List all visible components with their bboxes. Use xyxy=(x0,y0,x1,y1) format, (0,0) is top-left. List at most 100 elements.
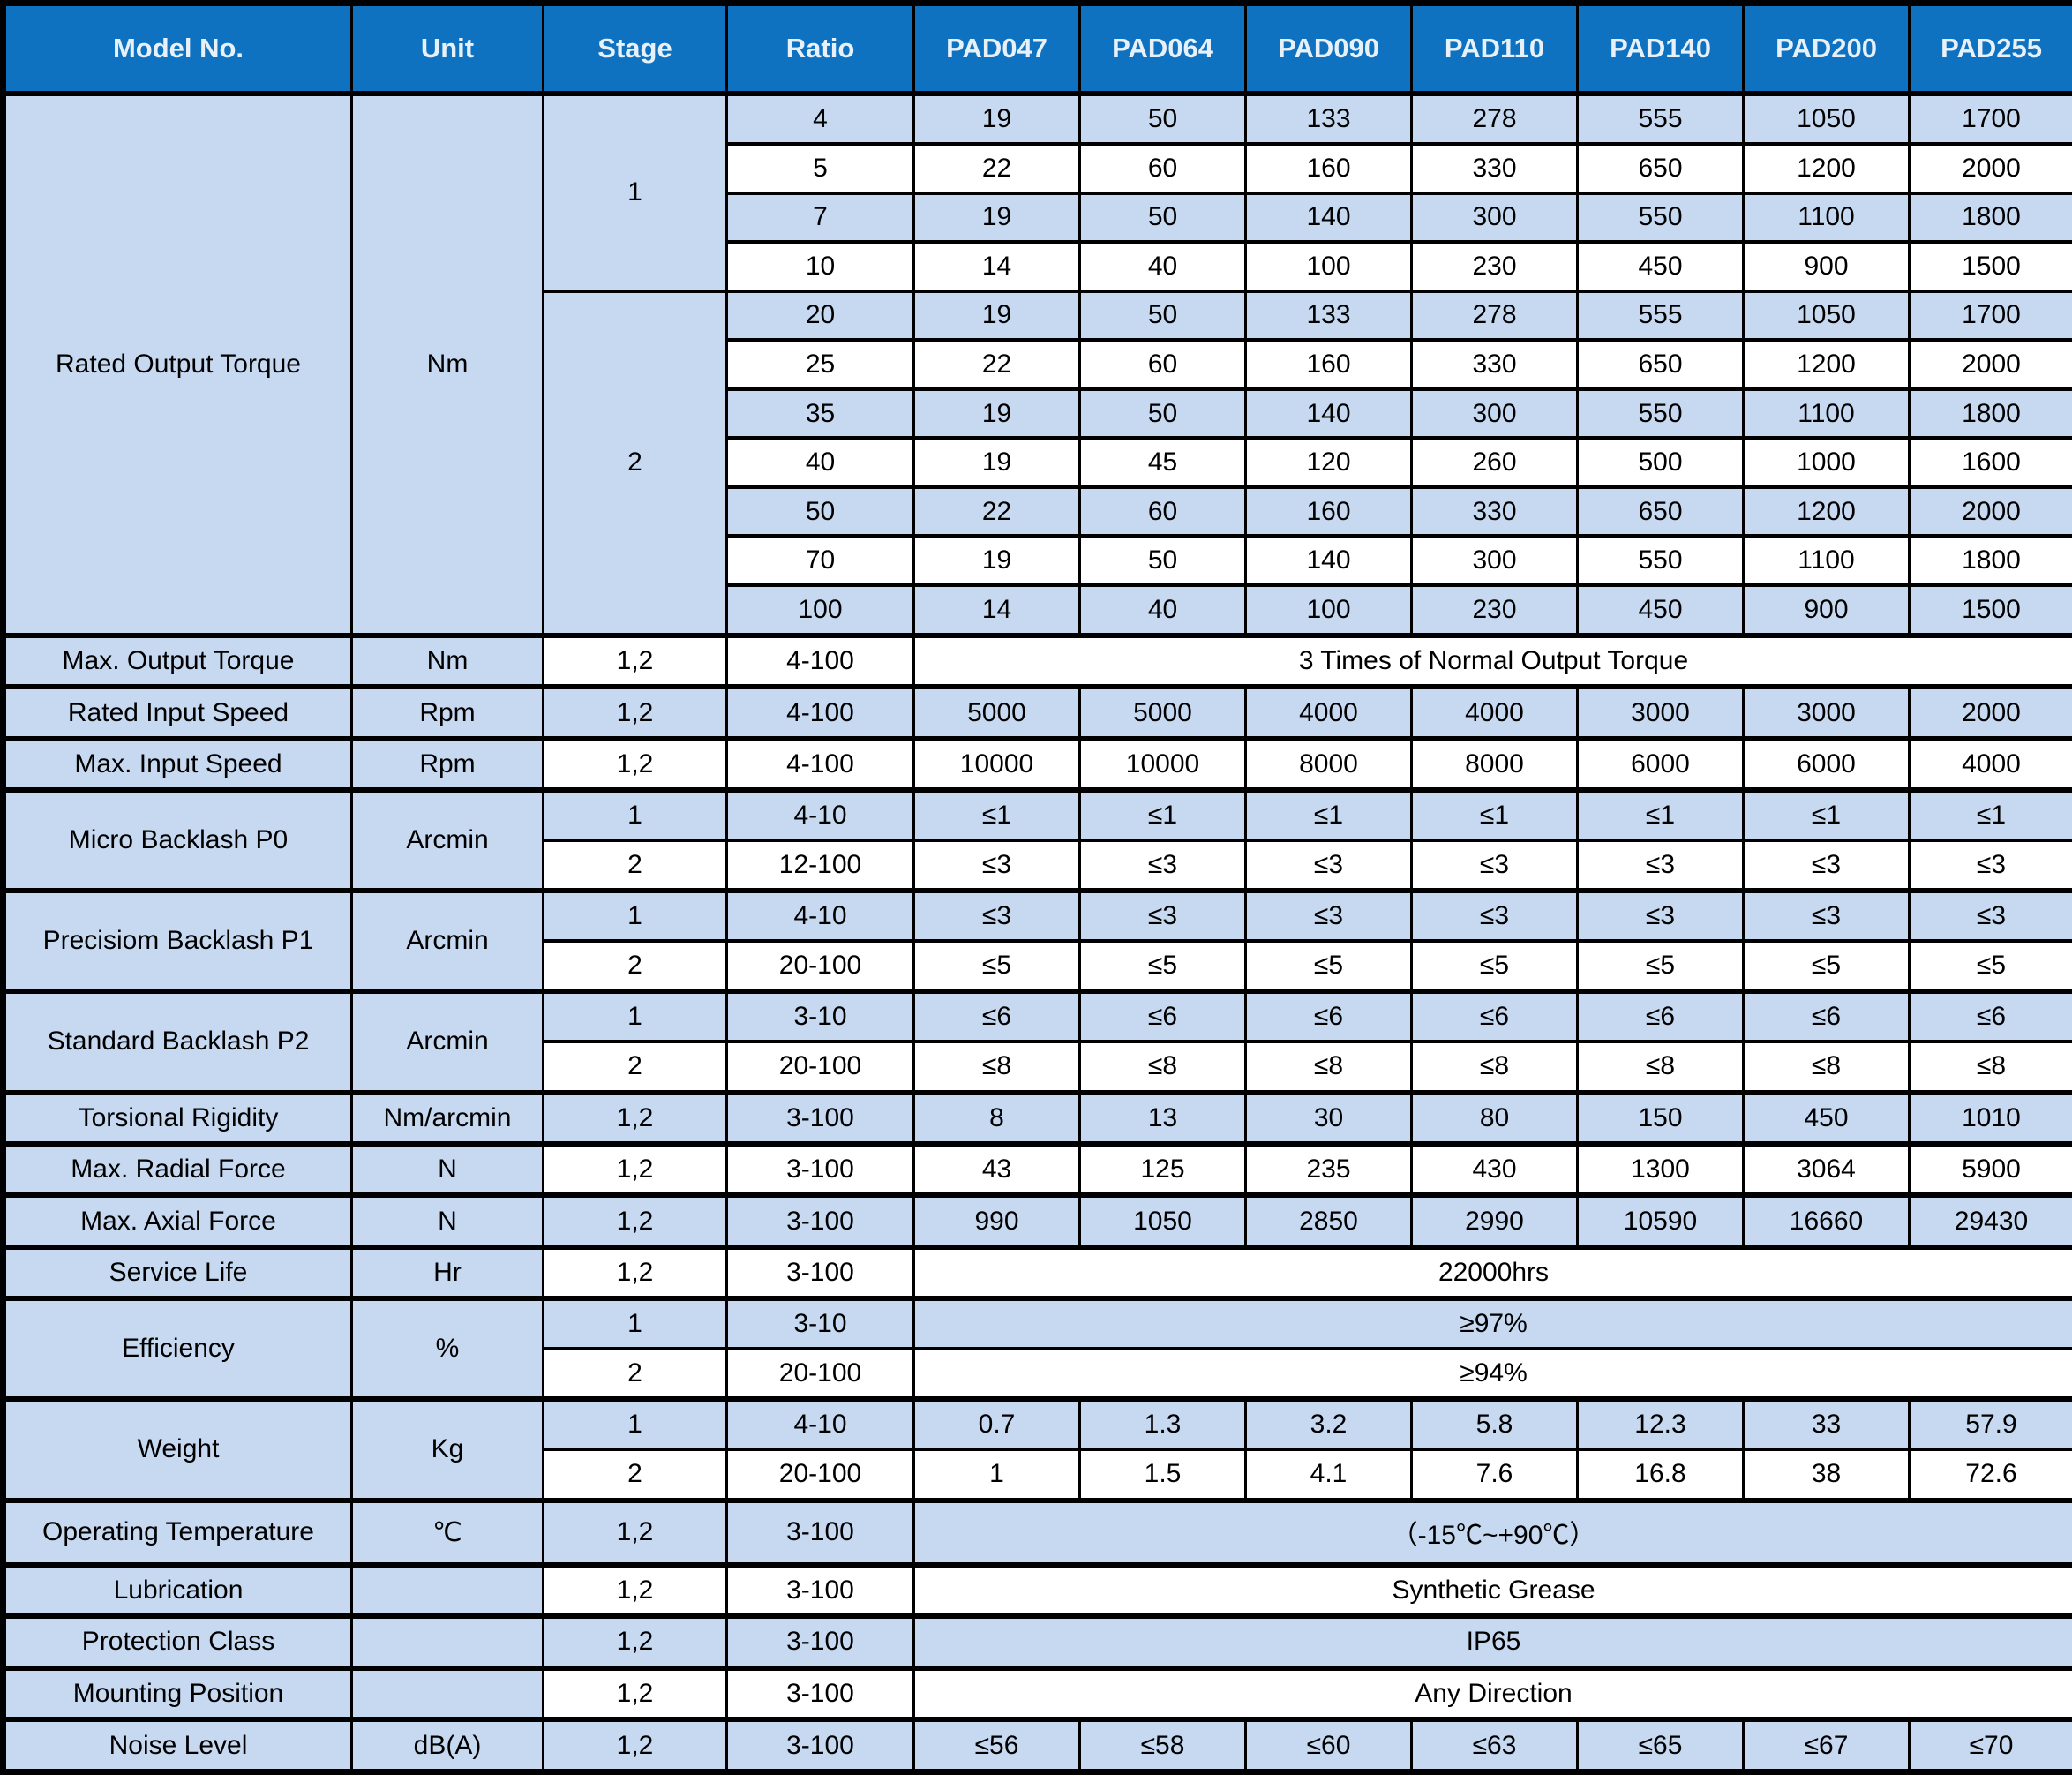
cell: 12.3 xyxy=(1576,1396,1745,1452)
table-row: Weight Kg 1 4-10 0.7 1.3 3.2 5.8 12.3 33 57.9 xyxy=(2,1396,2072,1502)
table-row: Max. Axial Force N 1,2 3-100 990 1050 2850 2990… xyxy=(2,1192,2072,1249)
cell: ≥94% xyxy=(912,1347,2072,1402)
cell: 1.3 xyxy=(1078,1396,1247,1452)
cell: ≤3 xyxy=(1742,888,1911,944)
cell: 900 xyxy=(1742,583,1911,637)
cell: 3.2 xyxy=(1244,1396,1413,1452)
cell: ≤5 xyxy=(912,939,1081,994)
cell: 30 xyxy=(1244,1089,1413,1147)
cell: 4 xyxy=(725,91,915,147)
cell: 10000 xyxy=(1078,735,1247,793)
cell: 3-100 xyxy=(725,1192,915,1249)
cell: 1,2 xyxy=(542,1665,728,1722)
table-row: 5 22 60 160 330 650 1200 2000 xyxy=(4,142,2072,195)
cell: 3-100 xyxy=(725,1140,915,1198)
cell: ≤1 xyxy=(1742,787,1911,843)
cell: 2000 xyxy=(1908,485,2072,538)
cell: （-15℃~+90℃） xyxy=(912,1497,2072,1567)
table-row: 2 20-100 ≤8 ≤8 ≤8 ≤8 ≤8 ≤8 ≤8 xyxy=(4,1040,2072,1094)
cell: 60 xyxy=(1078,485,1247,538)
cell: ≤70 xyxy=(1908,1717,2072,1774)
cell: 1 xyxy=(542,92,728,293)
cell: ≤67 xyxy=(1742,1717,1911,1774)
cell: 40 xyxy=(1078,583,1247,637)
cell: 2 xyxy=(542,1347,728,1402)
cell: 1500 xyxy=(1908,583,2072,637)
cell: 1700 xyxy=(1908,289,2072,342)
cell: Efficiency xyxy=(2,1296,353,1402)
cell: 650 xyxy=(1576,485,1745,538)
column-header-unit: Unit xyxy=(350,1,544,96)
cell: 0.7 xyxy=(912,1396,1081,1452)
cell: Nm xyxy=(350,632,544,689)
cell: 70 xyxy=(725,534,915,587)
cell: 60 xyxy=(1078,338,1247,391)
cell: 72.6 xyxy=(1908,1448,2072,1502)
cell: 120 xyxy=(1244,436,1413,489)
column-header-pad064: PAD064 xyxy=(1078,1,1247,96)
cell: ≤3 xyxy=(1576,888,1745,944)
cell: 50 xyxy=(1078,191,1247,244)
cell xyxy=(350,1613,544,1670)
cell: 1000 xyxy=(1742,436,1911,489)
cell: 19 xyxy=(912,91,1081,147)
cell: 100 xyxy=(1244,240,1413,293)
cell: 555 xyxy=(1576,91,1745,147)
table-row: 2 20-100 1 1.5 4.1 7.6 16.8 38 72.6 xyxy=(4,1448,2072,1502)
cell: 160 xyxy=(1244,142,1413,195)
table-body: Rated Output Torque Nm 1 4 19 50 133 278 555 1050… xyxy=(2,91,2072,1774)
cell: 3-100 xyxy=(725,1244,915,1301)
cell: ≤3 xyxy=(1908,839,2072,893)
cell: 19 xyxy=(912,387,1081,440)
cell: ℃ xyxy=(350,1497,544,1567)
cell: 2850 xyxy=(1244,1192,1413,1249)
cell: 1050 xyxy=(1078,1192,1247,1249)
cell: 8000 xyxy=(1410,735,1579,793)
cell: 4.1 xyxy=(1244,1448,1413,1502)
cell: 2000 xyxy=(1908,338,2072,391)
cell: 2 xyxy=(542,939,728,994)
cell: 35 xyxy=(725,387,915,440)
cell: 500 xyxy=(1576,436,1745,489)
table-row: Mounting Position 1,2 3-100 Any Direction xyxy=(2,1665,2072,1722)
cell: 19 xyxy=(912,289,1081,342)
cell: 2 xyxy=(542,839,728,893)
cell: 133 xyxy=(1244,91,1413,147)
cell: 22 xyxy=(912,485,1081,538)
cell: 1200 xyxy=(1742,338,1911,391)
cell: 22000hrs xyxy=(912,1244,2072,1301)
cell: ≤8 xyxy=(1908,1040,2072,1094)
cell: 330 xyxy=(1410,338,1579,391)
cell: ≤3 xyxy=(1742,839,1911,893)
cell: Arcmin xyxy=(350,989,544,1094)
cell: 7 xyxy=(725,191,915,244)
cell: Precisiom Backlash P1 xyxy=(2,888,353,994)
cell: ≤3 xyxy=(1244,839,1413,893)
cell: 14 xyxy=(912,240,1081,293)
cell: 235 xyxy=(1244,1140,1413,1198)
cell: 3-100 xyxy=(725,1717,915,1774)
cell: 5 xyxy=(725,142,915,195)
cell: 4-10 xyxy=(725,888,915,944)
cell: 3-100 xyxy=(725,1613,915,1670)
cell: 14 xyxy=(912,583,1081,637)
table-row: 10 14 40 100 230 450 900 1500 xyxy=(4,240,2072,293)
cell: 1800 xyxy=(1908,534,2072,587)
cell: 2000 xyxy=(1908,684,2072,741)
cell: 330 xyxy=(1410,485,1579,538)
cell: 1200 xyxy=(1742,485,1911,538)
cell: 1100 xyxy=(1742,191,1911,244)
cell: 7.6 xyxy=(1410,1448,1579,1502)
cell: 1 xyxy=(542,888,728,944)
cell: 1,2 xyxy=(542,1244,728,1301)
cell: N xyxy=(350,1140,544,1198)
cell: 1,2 xyxy=(542,632,728,689)
cell: Any Direction xyxy=(912,1665,2072,1722)
cell: 1 xyxy=(542,1296,728,1351)
cell: 1,2 xyxy=(542,1717,728,1774)
cell: 22 xyxy=(912,142,1081,195)
cell: ≤5 xyxy=(1244,939,1413,994)
cell: dB(A) xyxy=(350,1717,544,1774)
cell: 1,2 xyxy=(542,1497,728,1567)
